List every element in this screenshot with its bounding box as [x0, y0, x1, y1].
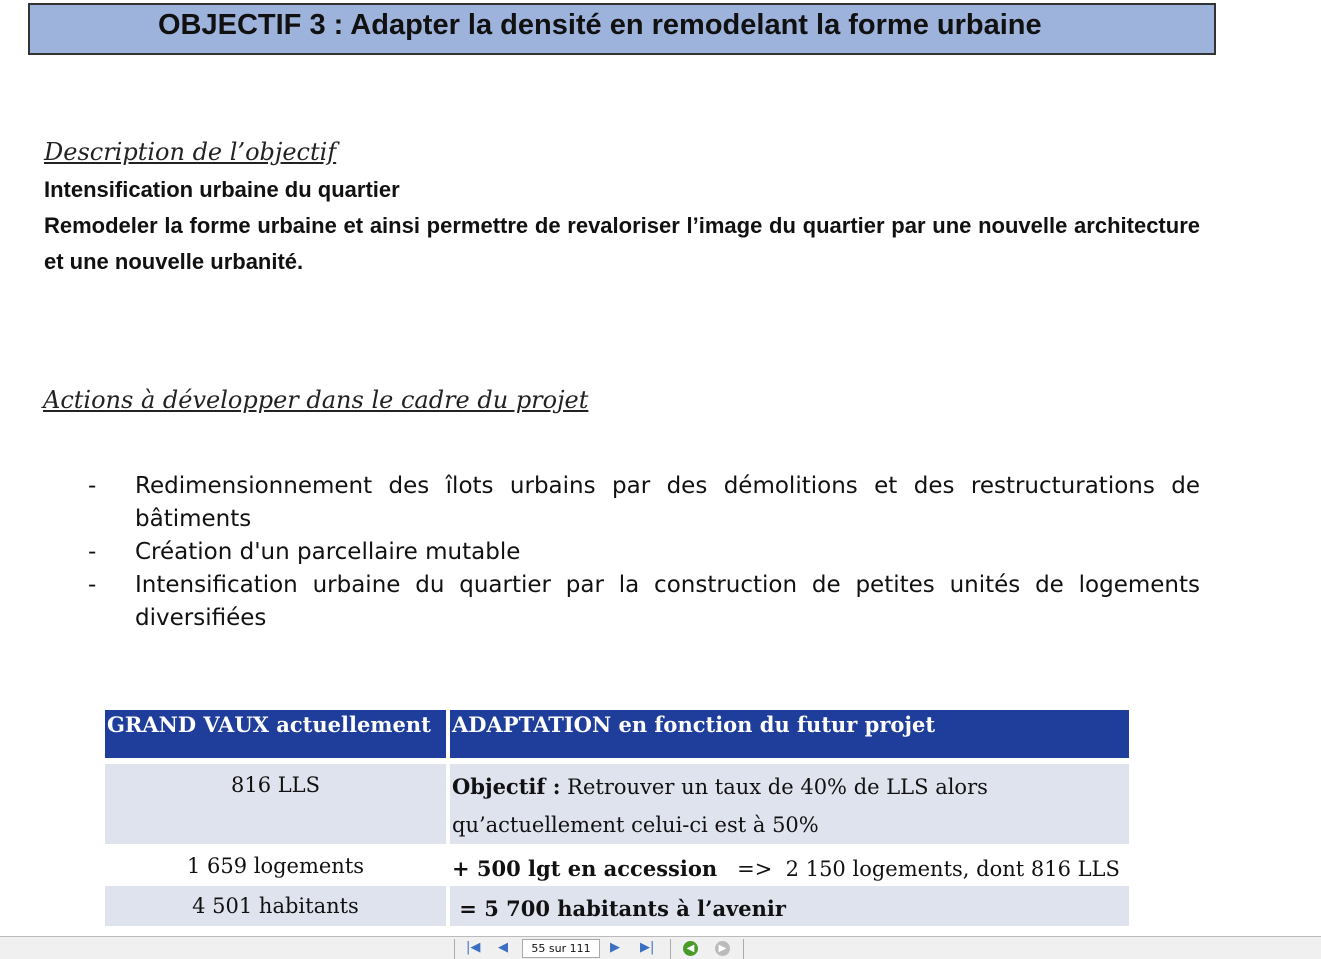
list-item-text: Intensification urbaine du quartier par …	[135, 572, 1200, 631]
header-current: GRAND VAUX actuellement	[105, 710, 450, 758]
forward-icon[interactable]: ▶	[715, 941, 730, 956]
first-page-icon[interactable]: |◀	[466, 940, 481, 955]
viewer-toolbar: |◀ ◀ 55 sur 111 ▶ ▶| ◀ ▶	[0, 936, 1321, 959]
description-line-2: Remodeler la forme urbaine et ainsi perm…	[44, 213, 1200, 274]
list-item-text: Redimensionnement des îlots urbains par …	[135, 473, 1200, 532]
cell-current: 1 659 logements	[105, 844, 450, 886]
table-row: 4 501 habitants = 5 700 habitants à l’av…	[105, 886, 1129, 926]
cell-text: => 2 150 logements, dont 816 LLS	[717, 857, 1120, 881]
actions-list: - Redimensionnement des îlots urbains par…	[88, 470, 1200, 635]
page-number-input[interactable]: 55 sur 111	[522, 939, 600, 958]
back-icon[interactable]: ◀	[683, 941, 698, 956]
actions-heading: Actions à développer dans le cadre du pr…	[43, 386, 589, 414]
cell-current: 4 501 habitants	[105, 886, 450, 926]
list-item: - Création d'un parcellaire mutable	[88, 536, 1200, 569]
table-row: 1 659 logements + 500 lgt en accession =>…	[105, 844, 1129, 886]
last-page-icon[interactable]: ▶|	[640, 940, 655, 955]
description-line-1: Intensification urbaine du quartier	[44, 177, 400, 202]
list-item-text: Création d'un parcellaire mutable	[135, 539, 521, 565]
objective-title: OBJECTIF 3 : Adapter la densité en remod…	[28, 3, 1216, 55]
cell-bold: Objectif :	[452, 774, 561, 799]
next-page-icon[interactable]: ▶	[610, 940, 620, 955]
cell-bold: = 5 700 habitants à l’avenir	[452, 896, 786, 921]
cell-bold: + 500 lgt en accession	[452, 856, 718, 881]
comparison-table: GRAND VAUX actuellement ADAPTATION en fon…	[105, 710, 1129, 926]
cell-text: Retrouver un taux de 40% de LLS alors qu…	[452, 775, 988, 837]
cell-current: 816 LLS	[105, 764, 450, 844]
description-heading: Description de l’objectif	[44, 138, 337, 166]
list-item: - Redimensionnement des îlots urbains par…	[88, 470, 1200, 536]
prev-page-icon[interactable]: ◀	[498, 940, 508, 955]
table-row: 816 LLS Objectif : Retrouver un taux de 4…	[105, 764, 1129, 844]
header-adaptation: ADAPTATION en fonction du futur projet	[448, 710, 1129, 758]
list-item: - Intensification urbaine du quartier par…	[88, 569, 1200, 635]
